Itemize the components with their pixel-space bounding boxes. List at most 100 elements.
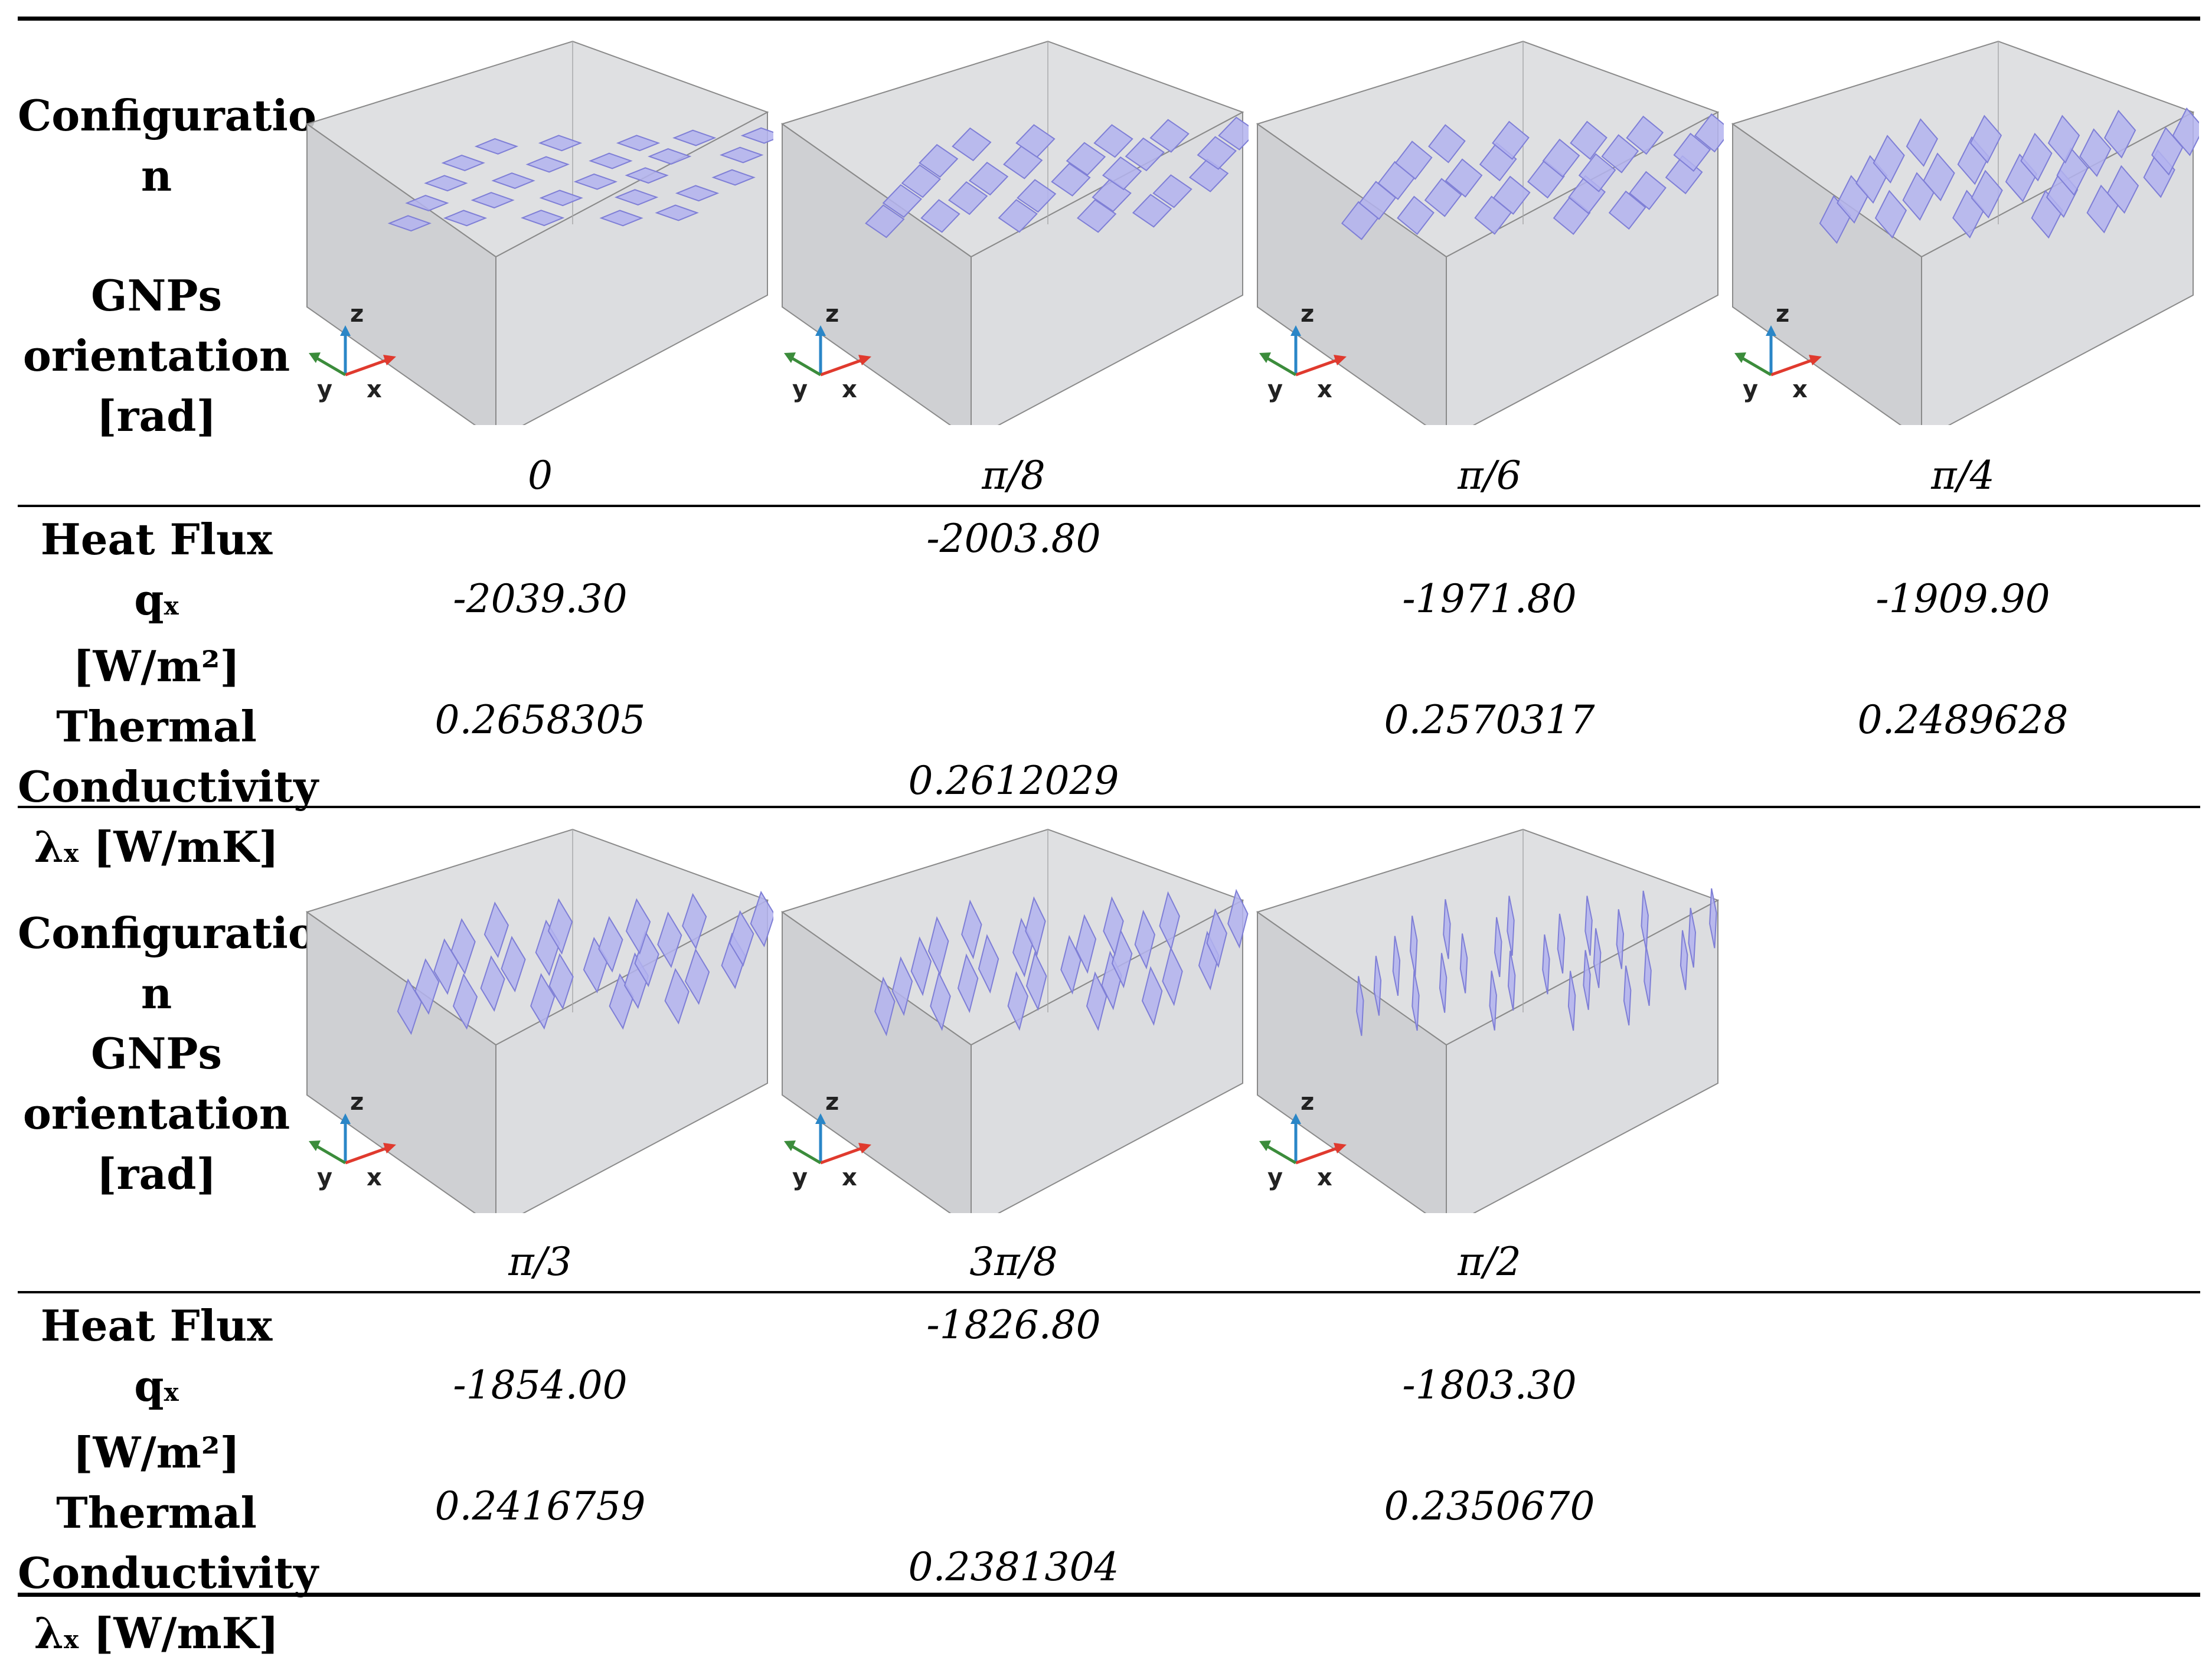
orientation-label: π/4	[1931, 453, 1995, 498]
gnp-platelet	[1149, 119, 1190, 153]
conductivity-value: 0.2381304	[908, 1544, 1119, 1590]
thermal-label: Thermal	[56, 701, 257, 751]
gnp-platelet	[891, 956, 913, 1017]
gnp-platelet	[1066, 142, 1106, 176]
orientation-label: 3π/8	[969, 1239, 1058, 1285]
gnp-platelet	[1093, 124, 1133, 158]
gnp-platelet	[655, 204, 699, 221]
table-mid-rule-1	[18, 505, 2200, 507]
gnp-platelet	[548, 953, 574, 1010]
gnp-platelet	[441, 155, 485, 171]
gnps-label-line2: orientation	[22, 1089, 290, 1139]
gnp-platelet	[1507, 950, 1516, 1011]
axis-z-label: z	[350, 300, 364, 328]
gnp-platelet	[471, 192, 515, 209]
gnp-platelet	[1125, 137, 1165, 172]
gnp-platelet	[1025, 896, 1046, 956]
gnp-platelet	[711, 169, 756, 186]
gnp-platelet	[405, 195, 449, 211]
gnp-platelet	[443, 210, 488, 227]
table-mid-rule-3	[18, 1291, 2200, 1293]
heat-flux-label: Heat Flux qx	[40, 514, 273, 625]
gnp-platelet	[1969, 115, 2002, 164]
axis-y-label: y	[1267, 376, 1283, 403]
box-outline	[780, 828, 1244, 1213]
config-label-line2: n	[141, 968, 172, 1018]
gnp-platelet	[547, 898, 573, 955]
gnp-platelet	[1542, 934, 1550, 995]
heat-flux-value: -1803.30	[1402, 1362, 1577, 1408]
gnp-platelet	[1971, 169, 2003, 219]
gnps-label-line1: GNPs	[91, 270, 222, 321]
axis-y-label: y	[317, 376, 332, 403]
gnp-platelet	[1086, 971, 1107, 1031]
gnp-platelet	[616, 135, 661, 152]
gnp-platelet	[675, 185, 720, 202]
gnp-platelet	[2172, 107, 2199, 156]
axis-y-label: y	[1743, 376, 1758, 403]
heat-flux-unit: [W/m²]	[73, 1427, 240, 1478]
gnp-platelet	[1874, 189, 1907, 239]
gnp-platelet	[1424, 178, 1462, 217]
gnp-platelet	[2047, 115, 2080, 164]
gnp-model-figure: z y x	[780, 828, 1249, 1213]
gnp-platelets	[387, 127, 773, 232]
box-outline	[305, 40, 769, 425]
gnp-platelet	[1873, 135, 1905, 184]
gnp-platelet	[1162, 946, 1183, 1006]
gnp-platelet	[1409, 916, 1418, 976]
gnp-platelet	[1152, 174, 1192, 208]
gnp-platelet	[1626, 115, 1664, 155]
gnp-platelet	[480, 955, 505, 1012]
gnp-model-panel-3pi8: z y x	[776, 812, 1249, 1213]
axis-z-label: z	[825, 300, 839, 328]
gnp-platelets	[874, 888, 1249, 1037]
gnp-platelet	[1644, 946, 1652, 1006]
gnp-platelet	[1616, 909, 1625, 969]
gnp-platelet	[947, 181, 988, 215]
gnp-platelet	[1593, 928, 1602, 988]
gnp-platelet	[1445, 158, 1483, 198]
heat-flux-value: -1909.90	[1876, 576, 2050, 622]
gnp-platelet	[1583, 950, 1591, 1010]
axis-x-label: x	[842, 376, 857, 403]
gnp-platelet	[525, 156, 570, 173]
gnp-platelet	[1412, 970, 1420, 1031]
gnp-platelet	[2106, 165, 2139, 214]
gnp-platelet	[720, 146, 764, 164]
orientation-label: π/6	[1458, 453, 1521, 498]
gnp-platelet	[1629, 171, 1667, 210]
gnp-platelet	[1680, 930, 1688, 991]
axis-triad: z y x	[1259, 300, 1347, 403]
gnp-platelets	[865, 116, 1249, 238]
axis-z-label: z	[1301, 1089, 1314, 1116]
axis-triad: z y x	[309, 300, 396, 403]
gnp-platelet	[625, 898, 651, 955]
gnp-platelet	[521, 210, 565, 227]
gnp-model-figure: z y x	[305, 40, 773, 425]
axis-x-label: x	[1317, 1164, 1332, 1191]
conductivity-value: 0.2416759	[434, 1483, 646, 1529]
row1-results-header: Heat Flux qx [W/m²] Thermal Conductivity…	[18, 509, 318, 884]
row1-config-header: Configuratio n	[18, 86, 316, 206]
axis-y-label: y	[792, 1164, 808, 1191]
gnp-platelet	[672, 129, 717, 146]
gnp-platelet	[2020, 132, 2053, 182]
gnp-platelet	[919, 143, 959, 178]
box-outline	[1256, 40, 1720, 425]
gnp-platelet	[961, 899, 982, 960]
gnp-platelet	[882, 184, 923, 218]
axis-triad: z y x	[784, 300, 871, 403]
gnp-platelet	[1439, 953, 1448, 1013]
gnp-platelet	[414, 958, 440, 1015]
conductivity-label: Conductivity	[18, 1548, 319, 1598]
gnp-platelet	[1076, 199, 1117, 233]
axis-y-label: y	[792, 376, 808, 403]
gnp-platelet	[1373, 956, 1382, 1016]
gnp-platelet	[648, 148, 692, 165]
gnp-model-panel-pi2: z y x	[1252, 812, 1724, 1213]
gnp-platelet	[474, 138, 519, 155]
gnp-platelet	[1584, 896, 1593, 956]
heat-flux-label: Heat Flux qx	[40, 1300, 273, 1411]
gnp-platelet	[978, 934, 999, 994]
